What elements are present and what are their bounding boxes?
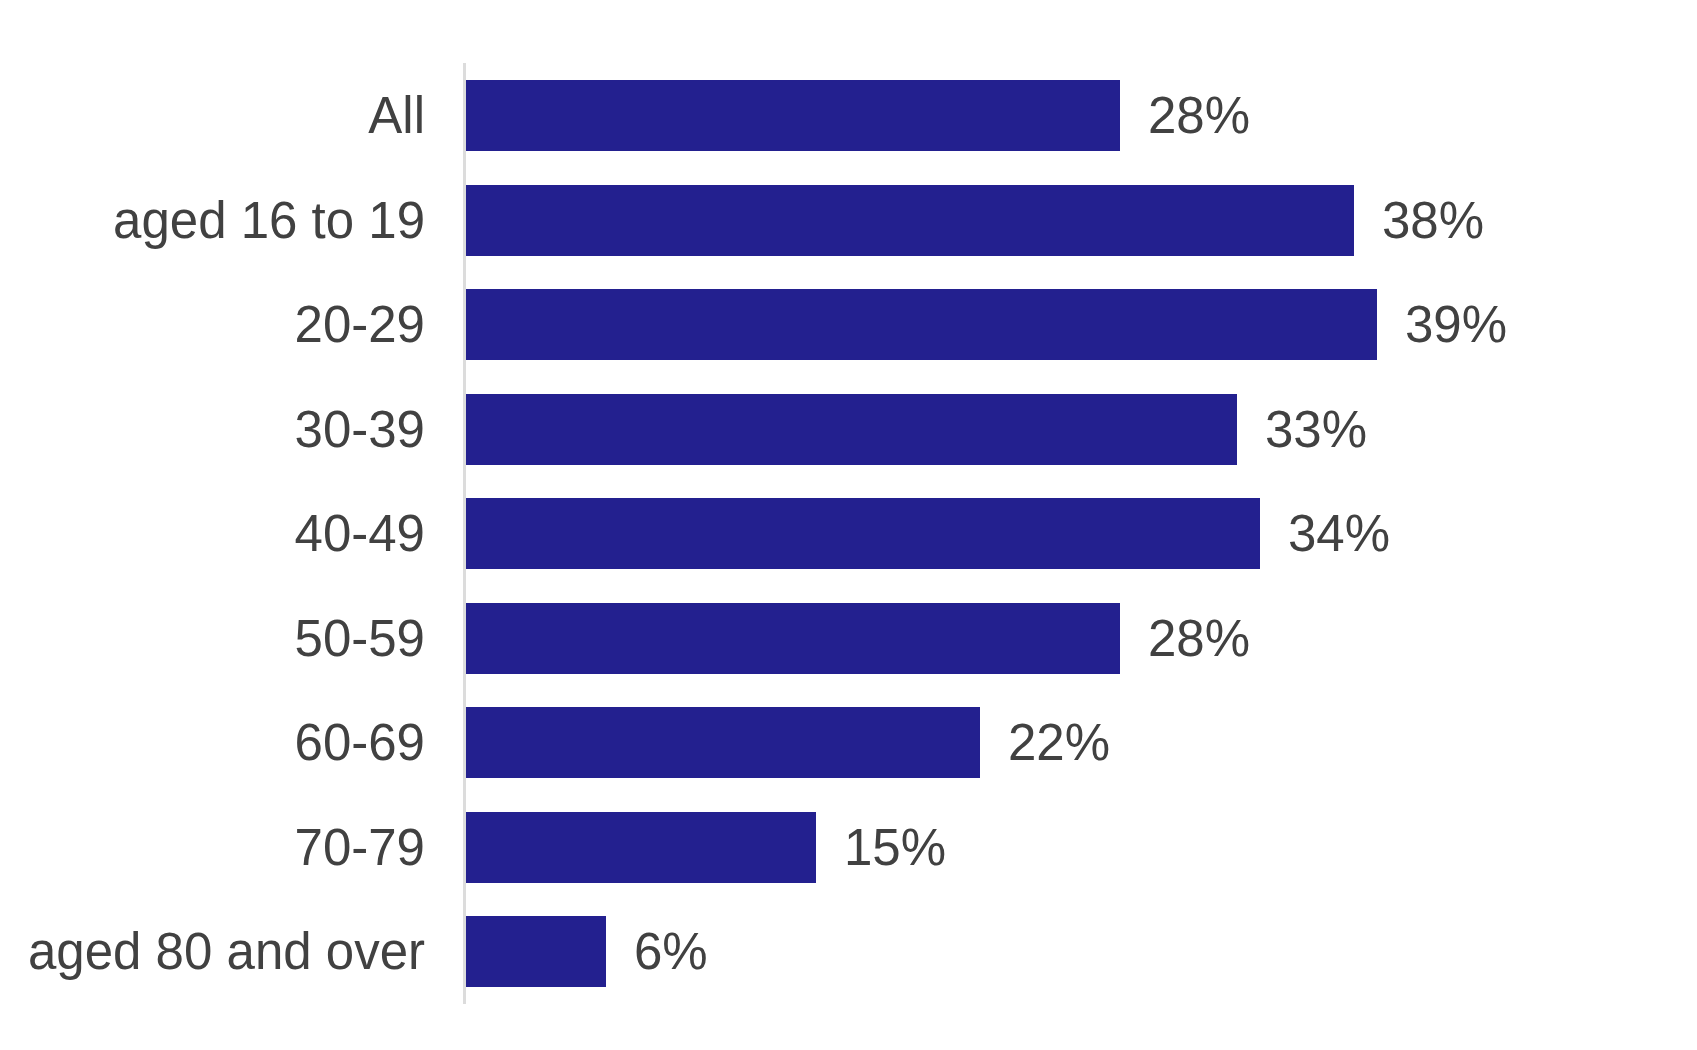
value-label: 28%	[1148, 603, 1250, 674]
value-label: 33%	[1265, 394, 1367, 465]
category-label: 50-59	[0, 603, 425, 674]
value-label: 34%	[1288, 498, 1390, 569]
bar	[466, 394, 1237, 465]
value-label: 6%	[634, 916, 708, 987]
value-label: 28%	[1148, 80, 1250, 151]
value-label: 39%	[1405, 289, 1507, 360]
bar	[466, 916, 606, 987]
bar	[466, 185, 1354, 256]
bar-chart: All 28% aged 16 to 19 38% 20-29 39% 30-39 33% 40…	[0, 0, 1697, 1050]
category-label: 40-49	[0, 498, 425, 569]
bar	[466, 707, 980, 778]
category-label: All	[0, 80, 425, 151]
category-label: 70-79	[0, 812, 425, 883]
category-label: 30-39	[0, 394, 425, 465]
bar	[466, 498, 1260, 569]
bar	[466, 80, 1120, 151]
category-label: 20-29	[0, 289, 425, 360]
value-label: 38%	[1382, 185, 1484, 256]
category-label: aged 16 to 19	[0, 185, 425, 256]
category-label: 60-69	[0, 707, 425, 778]
bar	[466, 289, 1377, 360]
bar	[466, 603, 1120, 674]
bar	[466, 812, 816, 883]
value-label: 15%	[844, 812, 946, 883]
category-label: aged 80 and over	[0, 916, 425, 987]
value-label: 22%	[1008, 707, 1110, 778]
